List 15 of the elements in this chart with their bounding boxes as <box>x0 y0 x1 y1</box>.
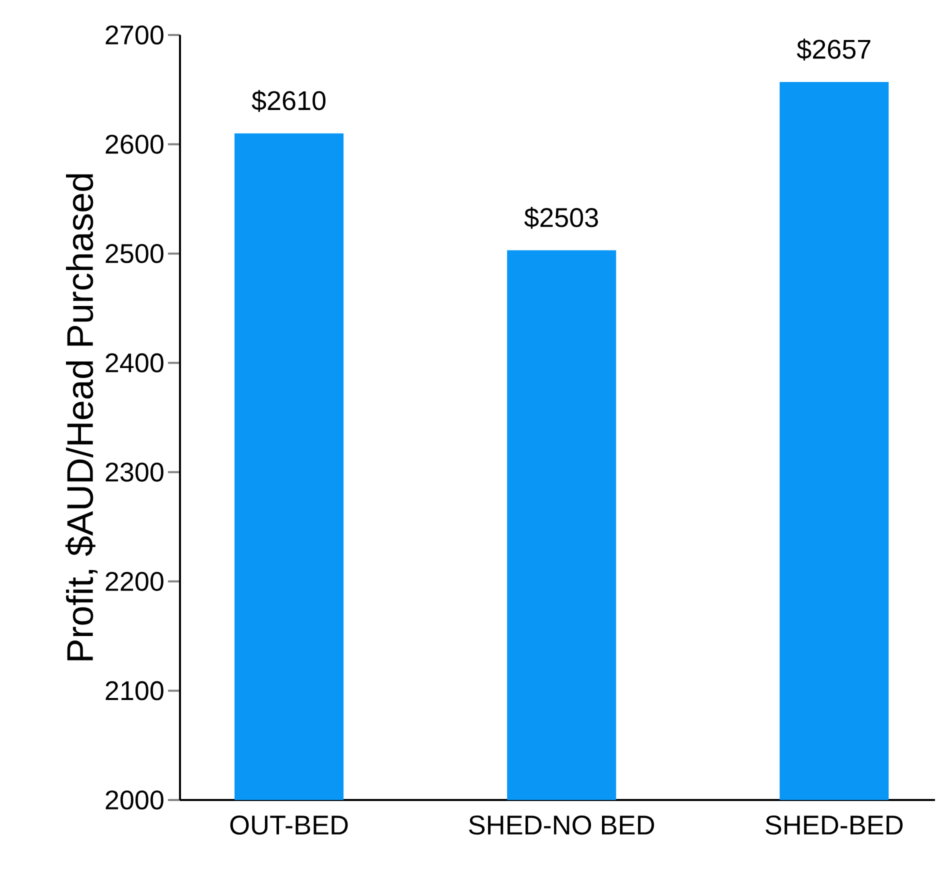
data-label: $2610 <box>252 90 326 112</box>
y-tick-label: 2400 <box>106 353 164 372</box>
y-tick-label: 2200 <box>106 572 164 591</box>
x-tick-label: OUT-BED <box>230 816 348 835</box>
y-tick-label: 2700 <box>106 25 164 45</box>
x-tick-label: SHED-BED <box>766 816 903 835</box>
data-label: $2503 <box>524 206 598 229</box>
y-axis-title: Profit, $AUD/Head Purchased <box>65 174 98 660</box>
y-tick-label: 2500 <box>106 244 164 264</box>
y-tick-label: 2000 <box>106 790 164 810</box>
x-tick-label: SHED-NO BED <box>469 816 654 835</box>
y-tick-label: 2300 <box>106 462 164 482</box>
y-tick-label: 2100 <box>106 681 164 700</box>
y-tick-label: 2600 <box>106 134 164 154</box>
data-label: $2657 <box>796 38 870 60</box>
